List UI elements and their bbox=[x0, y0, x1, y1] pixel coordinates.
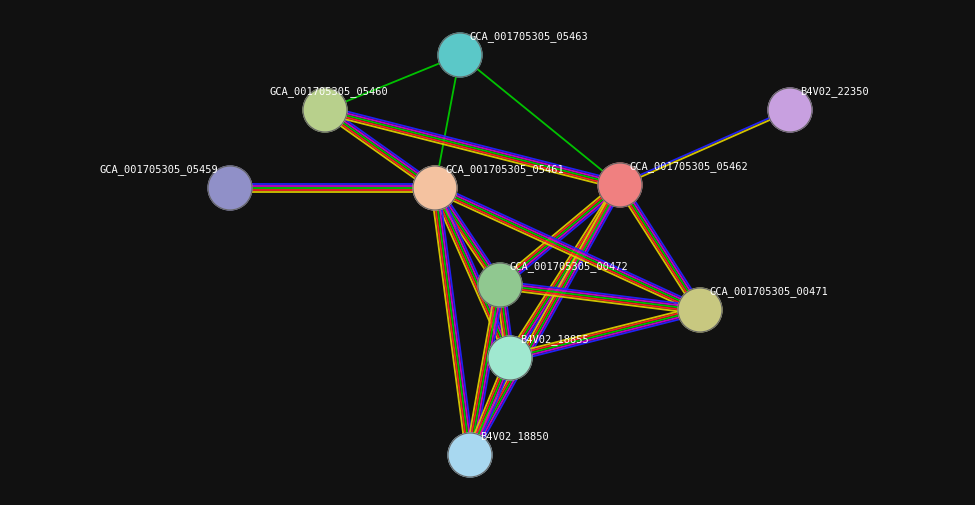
Text: B4V02_18850: B4V02_18850 bbox=[480, 432, 549, 442]
Circle shape bbox=[488, 336, 532, 380]
Text: GCA_001705305_05462: GCA_001705305_05462 bbox=[630, 162, 749, 172]
Circle shape bbox=[413, 166, 457, 210]
Text: B4V02_22350: B4V02_22350 bbox=[800, 86, 869, 97]
Text: GCA_001705305_05461: GCA_001705305_05461 bbox=[445, 165, 564, 175]
Circle shape bbox=[438, 33, 482, 77]
Circle shape bbox=[208, 166, 252, 210]
Circle shape bbox=[598, 163, 642, 207]
Text: GCA_001705305_05463: GCA_001705305_05463 bbox=[470, 31, 589, 42]
Text: GCA_001705305_05459: GCA_001705305_05459 bbox=[100, 165, 218, 175]
Circle shape bbox=[768, 88, 812, 132]
Text: B4V02_18855: B4V02_18855 bbox=[520, 334, 589, 345]
Text: GCA_001705305_00472: GCA_001705305_00472 bbox=[510, 262, 629, 273]
Circle shape bbox=[478, 263, 522, 307]
Text: GCA_001705305_05460: GCA_001705305_05460 bbox=[270, 86, 389, 97]
Circle shape bbox=[448, 433, 492, 477]
Circle shape bbox=[303, 88, 347, 132]
Circle shape bbox=[678, 288, 722, 332]
Text: GCA_001705305_00471: GCA_001705305_00471 bbox=[710, 286, 829, 297]
